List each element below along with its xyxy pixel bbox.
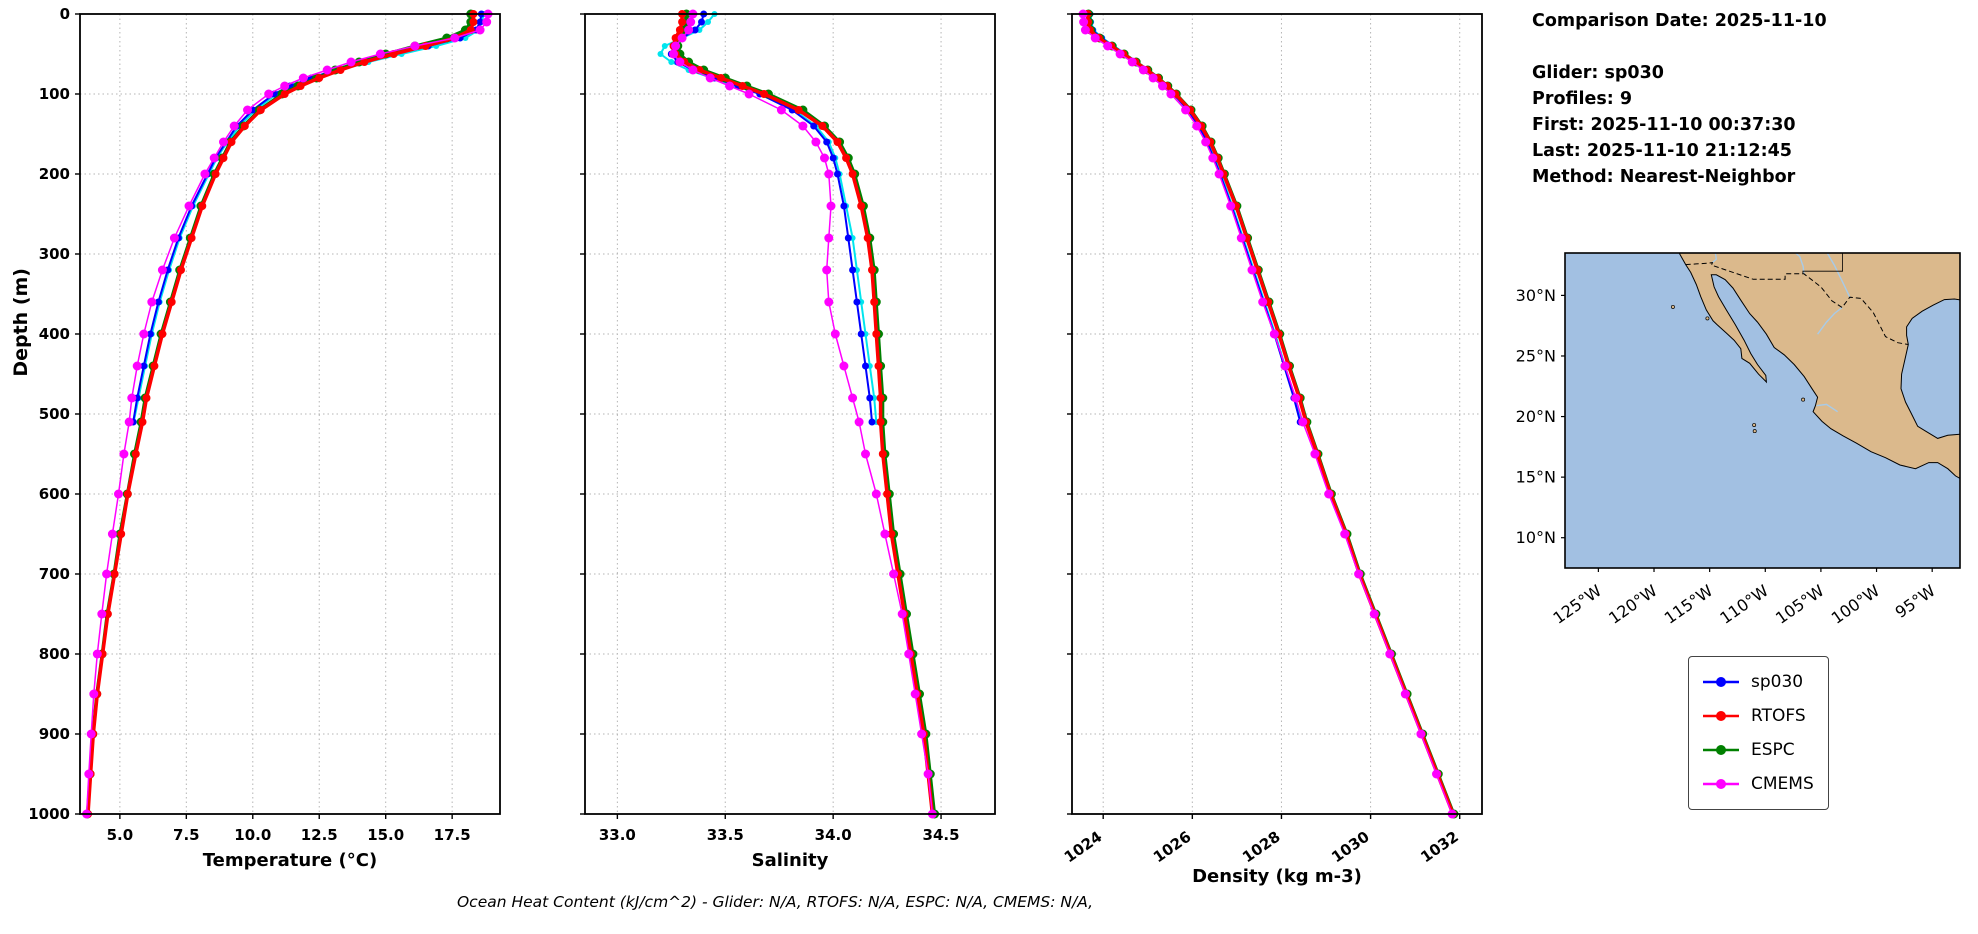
comparison-date-text: Comparison Date: 2025-11-10 xyxy=(1532,11,1827,31)
last-profile-time-text: Last: 2025-11-10 21:12:45 xyxy=(1532,141,1792,161)
legend-item-rtofs: RTOFS xyxy=(1701,699,1814,733)
svg-text:95°W: 95°W xyxy=(1892,581,1939,622)
svg-text:Density (kg m-3): Density (kg m-3) xyxy=(1192,866,1362,887)
svg-text:125°W: 125°W xyxy=(1550,581,1606,628)
svg-text:25°N: 25°N xyxy=(1516,346,1556,365)
svg-text:30°N: 30°N xyxy=(1516,286,1556,305)
svg-text:600: 600 xyxy=(39,485,70,503)
svg-text:110°W: 110°W xyxy=(1716,581,1772,628)
map-inset: 30°N 25°N 20°N 15°N 10°N 125°W 120°W 115°W 110°W… xyxy=(1516,252,1961,628)
legend-item-cmems: CMEMS xyxy=(1701,767,1814,801)
svg-text:12.5: 12.5 xyxy=(301,826,338,844)
svg-text:15.0: 15.0 xyxy=(367,826,404,844)
temperature-chart: 5.0 7.5 10.0 12.5 15.0 17.5 0 100 200 300 400 500 60… xyxy=(30,5,501,871)
svg-text:700: 700 xyxy=(39,565,70,583)
svg-text:1030: 1030 xyxy=(1328,828,1373,867)
legend-label: ESPC xyxy=(1751,740,1795,760)
method-text: Method: Nearest-Neighbor xyxy=(1532,167,1796,187)
svg-text:34.0: 34.0 xyxy=(815,826,852,844)
svg-text:200: 200 xyxy=(39,165,70,183)
ohc-footer-text: Ocean Heat Content (kJ/cm^2) - Glider: N… xyxy=(456,893,1094,911)
svg-text:Salinity: Salinity xyxy=(752,850,829,871)
svg-text:0: 0 xyxy=(60,5,70,23)
svg-text:7.5: 7.5 xyxy=(173,826,200,844)
legend-marker-cmems xyxy=(1703,779,1739,789)
legend-item-sp030: sp030 xyxy=(1701,665,1814,699)
legend-marker-espc xyxy=(1703,745,1739,755)
legend-marker-sp030 xyxy=(1703,677,1739,687)
svg-text:1028: 1028 xyxy=(1239,828,1284,867)
svg-text:33.5: 33.5 xyxy=(707,826,744,844)
svg-text:900: 900 xyxy=(39,725,70,743)
legend-label: CMEMS xyxy=(1751,774,1814,794)
svg-text:105°W: 105°W xyxy=(1772,581,1828,628)
density-chart: 1024 1026 1028 1030 1032 Density (kg m-3) xyxy=(1062,9,1483,887)
svg-text:10°N: 10°N xyxy=(1516,528,1556,547)
legend-label: sp030 xyxy=(1751,672,1804,692)
first-profile-time-text: First: 2025-11-10 00:37:30 xyxy=(1532,115,1796,135)
comparison-info-block: Comparison Date: 2025-11-10 Glider: sp03… xyxy=(1532,8,1827,190)
svg-text:Temperature (°C): Temperature (°C) xyxy=(203,850,377,871)
glider-name-text: Glider: sp030 xyxy=(1532,63,1664,83)
svg-text:500: 500 xyxy=(39,405,70,423)
svg-text:5.0: 5.0 xyxy=(107,826,134,844)
legend-label: RTOFS xyxy=(1751,706,1806,726)
depth-axis-label: Depth (m) xyxy=(10,268,32,377)
svg-text:10.0: 10.0 xyxy=(234,826,271,844)
svg-text:15°N: 15°N xyxy=(1516,468,1556,487)
svg-text:800: 800 xyxy=(39,645,70,663)
salinity-chart: 33.0 33.5 34.0 34.5 Salinity xyxy=(580,9,996,871)
svg-text:100: 100 xyxy=(39,85,70,103)
svg-text:33.0: 33.0 xyxy=(599,826,636,844)
svg-text:1000: 1000 xyxy=(30,805,70,823)
svg-text:115°W: 115°W xyxy=(1661,581,1717,628)
svg-text:20°N: 20°N xyxy=(1516,407,1556,426)
profiles-count-text: Profiles: 9 xyxy=(1532,89,1633,109)
svg-text:1026: 1026 xyxy=(1150,828,1195,867)
svg-text:1024: 1024 xyxy=(1062,828,1105,867)
svg-text:400: 400 xyxy=(39,325,70,343)
svg-text:300: 300 xyxy=(39,245,70,263)
svg-text:1032: 1032 xyxy=(1417,828,1462,867)
info-spacer xyxy=(1532,34,1827,60)
svg-text:17.5: 17.5 xyxy=(434,826,471,844)
legend-marker-rtofs xyxy=(1703,711,1739,721)
legend-item-espc: ESPC xyxy=(1701,733,1814,767)
svg-text:120°W: 120°W xyxy=(1605,581,1661,628)
legend: sp030 RTOFS ESPC CMEMS xyxy=(1688,656,1829,810)
svg-text:100°W: 100°W xyxy=(1828,581,1884,628)
svg-text:34.5: 34.5 xyxy=(923,826,960,844)
